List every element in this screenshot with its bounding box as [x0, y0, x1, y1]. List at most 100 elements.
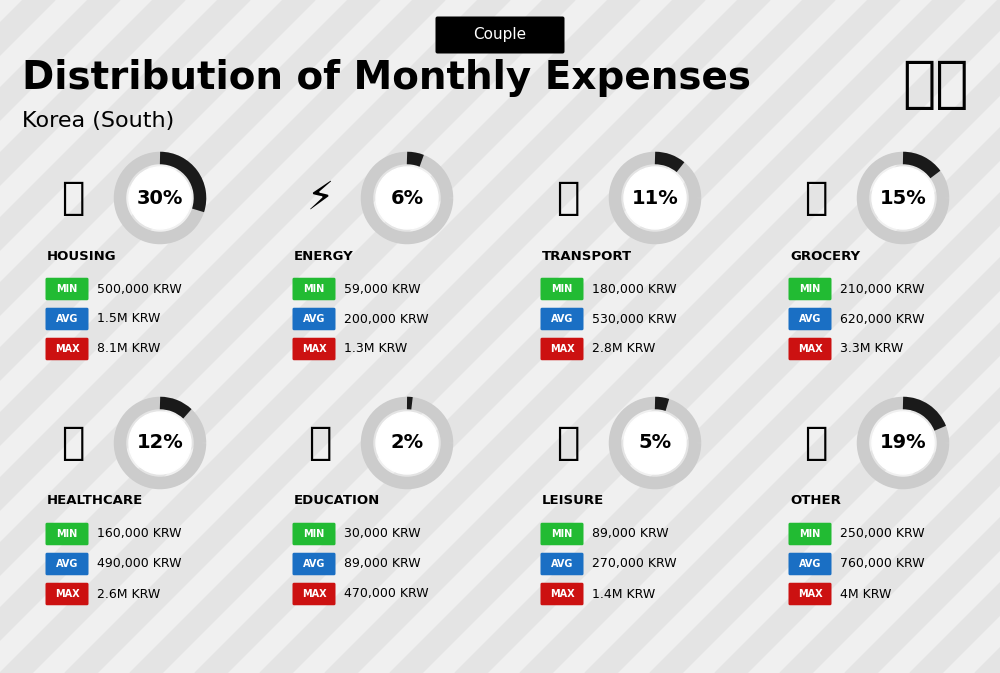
Text: 490,000 KRW: 490,000 KRW: [97, 557, 182, 571]
Text: Couple: Couple: [473, 28, 527, 42]
FancyBboxPatch shape: [540, 278, 584, 300]
Text: ⚡: ⚡: [306, 179, 334, 217]
Text: ENERGY: ENERGY: [294, 250, 354, 262]
FancyBboxPatch shape: [45, 553, 88, 575]
Text: MIN: MIN: [551, 529, 573, 539]
Text: MIN: MIN: [56, 529, 78, 539]
Polygon shape: [0, 0, 185, 673]
Polygon shape: [520, 0, 1000, 673]
Text: 🎓: 🎓: [308, 424, 332, 462]
FancyBboxPatch shape: [540, 583, 584, 605]
Text: AVG: AVG: [56, 559, 78, 569]
Polygon shape: [130, 0, 835, 673]
Text: 🇰🇷: 🇰🇷: [902, 58, 968, 112]
Text: 🏥: 🏥: [61, 424, 85, 462]
Text: AVG: AVG: [303, 559, 325, 569]
Text: 1.3M KRW: 1.3M KRW: [344, 343, 407, 355]
Text: MAX: MAX: [55, 344, 79, 354]
FancyBboxPatch shape: [45, 523, 88, 545]
Text: 89,000 KRW: 89,000 KRW: [592, 528, 669, 540]
Circle shape: [624, 167, 686, 229]
Polygon shape: [0, 0, 445, 673]
Polygon shape: [455, 0, 1000, 673]
Polygon shape: [195, 0, 900, 673]
FancyBboxPatch shape: [436, 17, 564, 53]
Text: AVG: AVG: [56, 314, 78, 324]
Text: 200,000 KRW: 200,000 KRW: [344, 312, 429, 326]
Text: AVG: AVG: [799, 314, 821, 324]
Text: MAX: MAX: [302, 589, 326, 599]
FancyBboxPatch shape: [788, 278, 832, 300]
FancyBboxPatch shape: [540, 308, 584, 330]
Text: MAX: MAX: [55, 589, 79, 599]
Text: 530,000 KRW: 530,000 KRW: [592, 312, 677, 326]
Text: MIN: MIN: [799, 284, 821, 294]
FancyBboxPatch shape: [45, 278, 88, 300]
Text: MIN: MIN: [551, 284, 573, 294]
Circle shape: [129, 412, 191, 474]
Circle shape: [624, 412, 686, 474]
Text: 🛒: 🛒: [804, 179, 828, 217]
Polygon shape: [260, 0, 965, 673]
Polygon shape: [975, 0, 1000, 673]
FancyBboxPatch shape: [540, 338, 584, 360]
Polygon shape: [0, 0, 380, 673]
FancyBboxPatch shape: [540, 553, 584, 575]
Circle shape: [376, 412, 438, 474]
Text: MAX: MAX: [302, 344, 326, 354]
FancyBboxPatch shape: [788, 523, 832, 545]
FancyBboxPatch shape: [45, 308, 88, 330]
FancyBboxPatch shape: [45, 338, 88, 360]
Text: 11%: 11%: [632, 188, 678, 207]
Text: 3.3M KRW: 3.3M KRW: [840, 343, 903, 355]
Text: 12%: 12%: [137, 433, 183, 452]
Text: HEALTHCARE: HEALTHCARE: [47, 495, 143, 507]
Text: 760,000 KRW: 760,000 KRW: [840, 557, 925, 571]
Polygon shape: [910, 0, 1000, 673]
Text: 💰: 💰: [804, 424, 828, 462]
Text: HOUSING: HOUSING: [47, 250, 117, 262]
Text: 30%: 30%: [137, 188, 183, 207]
Text: 470,000 KRW: 470,000 KRW: [344, 588, 429, 600]
Circle shape: [872, 167, 934, 229]
Text: MAX: MAX: [798, 589, 822, 599]
Text: GROCERY: GROCERY: [790, 250, 860, 262]
Text: AVG: AVG: [303, 314, 325, 324]
FancyBboxPatch shape: [292, 308, 336, 330]
Text: 2%: 2%: [390, 433, 424, 452]
Polygon shape: [390, 0, 1000, 673]
Circle shape: [872, 412, 934, 474]
Text: MIN: MIN: [303, 284, 325, 294]
Polygon shape: [715, 0, 1000, 673]
Text: MIN: MIN: [56, 284, 78, 294]
Text: 8.1M KRW: 8.1M KRW: [97, 343, 160, 355]
Text: MIN: MIN: [303, 529, 325, 539]
FancyBboxPatch shape: [788, 338, 832, 360]
FancyBboxPatch shape: [540, 523, 584, 545]
Polygon shape: [845, 0, 1000, 673]
Text: MIN: MIN: [799, 529, 821, 539]
FancyBboxPatch shape: [292, 553, 336, 575]
Polygon shape: [0, 0, 640, 673]
Text: TRANSPORT: TRANSPORT: [542, 250, 632, 262]
Text: 2.8M KRW: 2.8M KRW: [592, 343, 655, 355]
Text: 15%: 15%: [880, 188, 926, 207]
Polygon shape: [0, 0, 250, 673]
Polygon shape: [0, 0, 705, 673]
Text: EDUCATION: EDUCATION: [294, 495, 380, 507]
Polygon shape: [0, 0, 510, 673]
Text: 5%: 5%: [638, 433, 672, 452]
Text: 30,000 KRW: 30,000 KRW: [344, 528, 421, 540]
Text: 🚌: 🚌: [556, 179, 580, 217]
FancyBboxPatch shape: [292, 278, 336, 300]
Text: MAX: MAX: [550, 589, 574, 599]
Polygon shape: [325, 0, 1000, 673]
Polygon shape: [650, 0, 1000, 673]
Text: MAX: MAX: [550, 344, 574, 354]
FancyBboxPatch shape: [788, 308, 832, 330]
Text: 270,000 KRW: 270,000 KRW: [592, 557, 677, 571]
Text: MAX: MAX: [798, 344, 822, 354]
Text: OTHER: OTHER: [790, 495, 841, 507]
Polygon shape: [0, 0, 315, 673]
FancyBboxPatch shape: [292, 523, 336, 545]
